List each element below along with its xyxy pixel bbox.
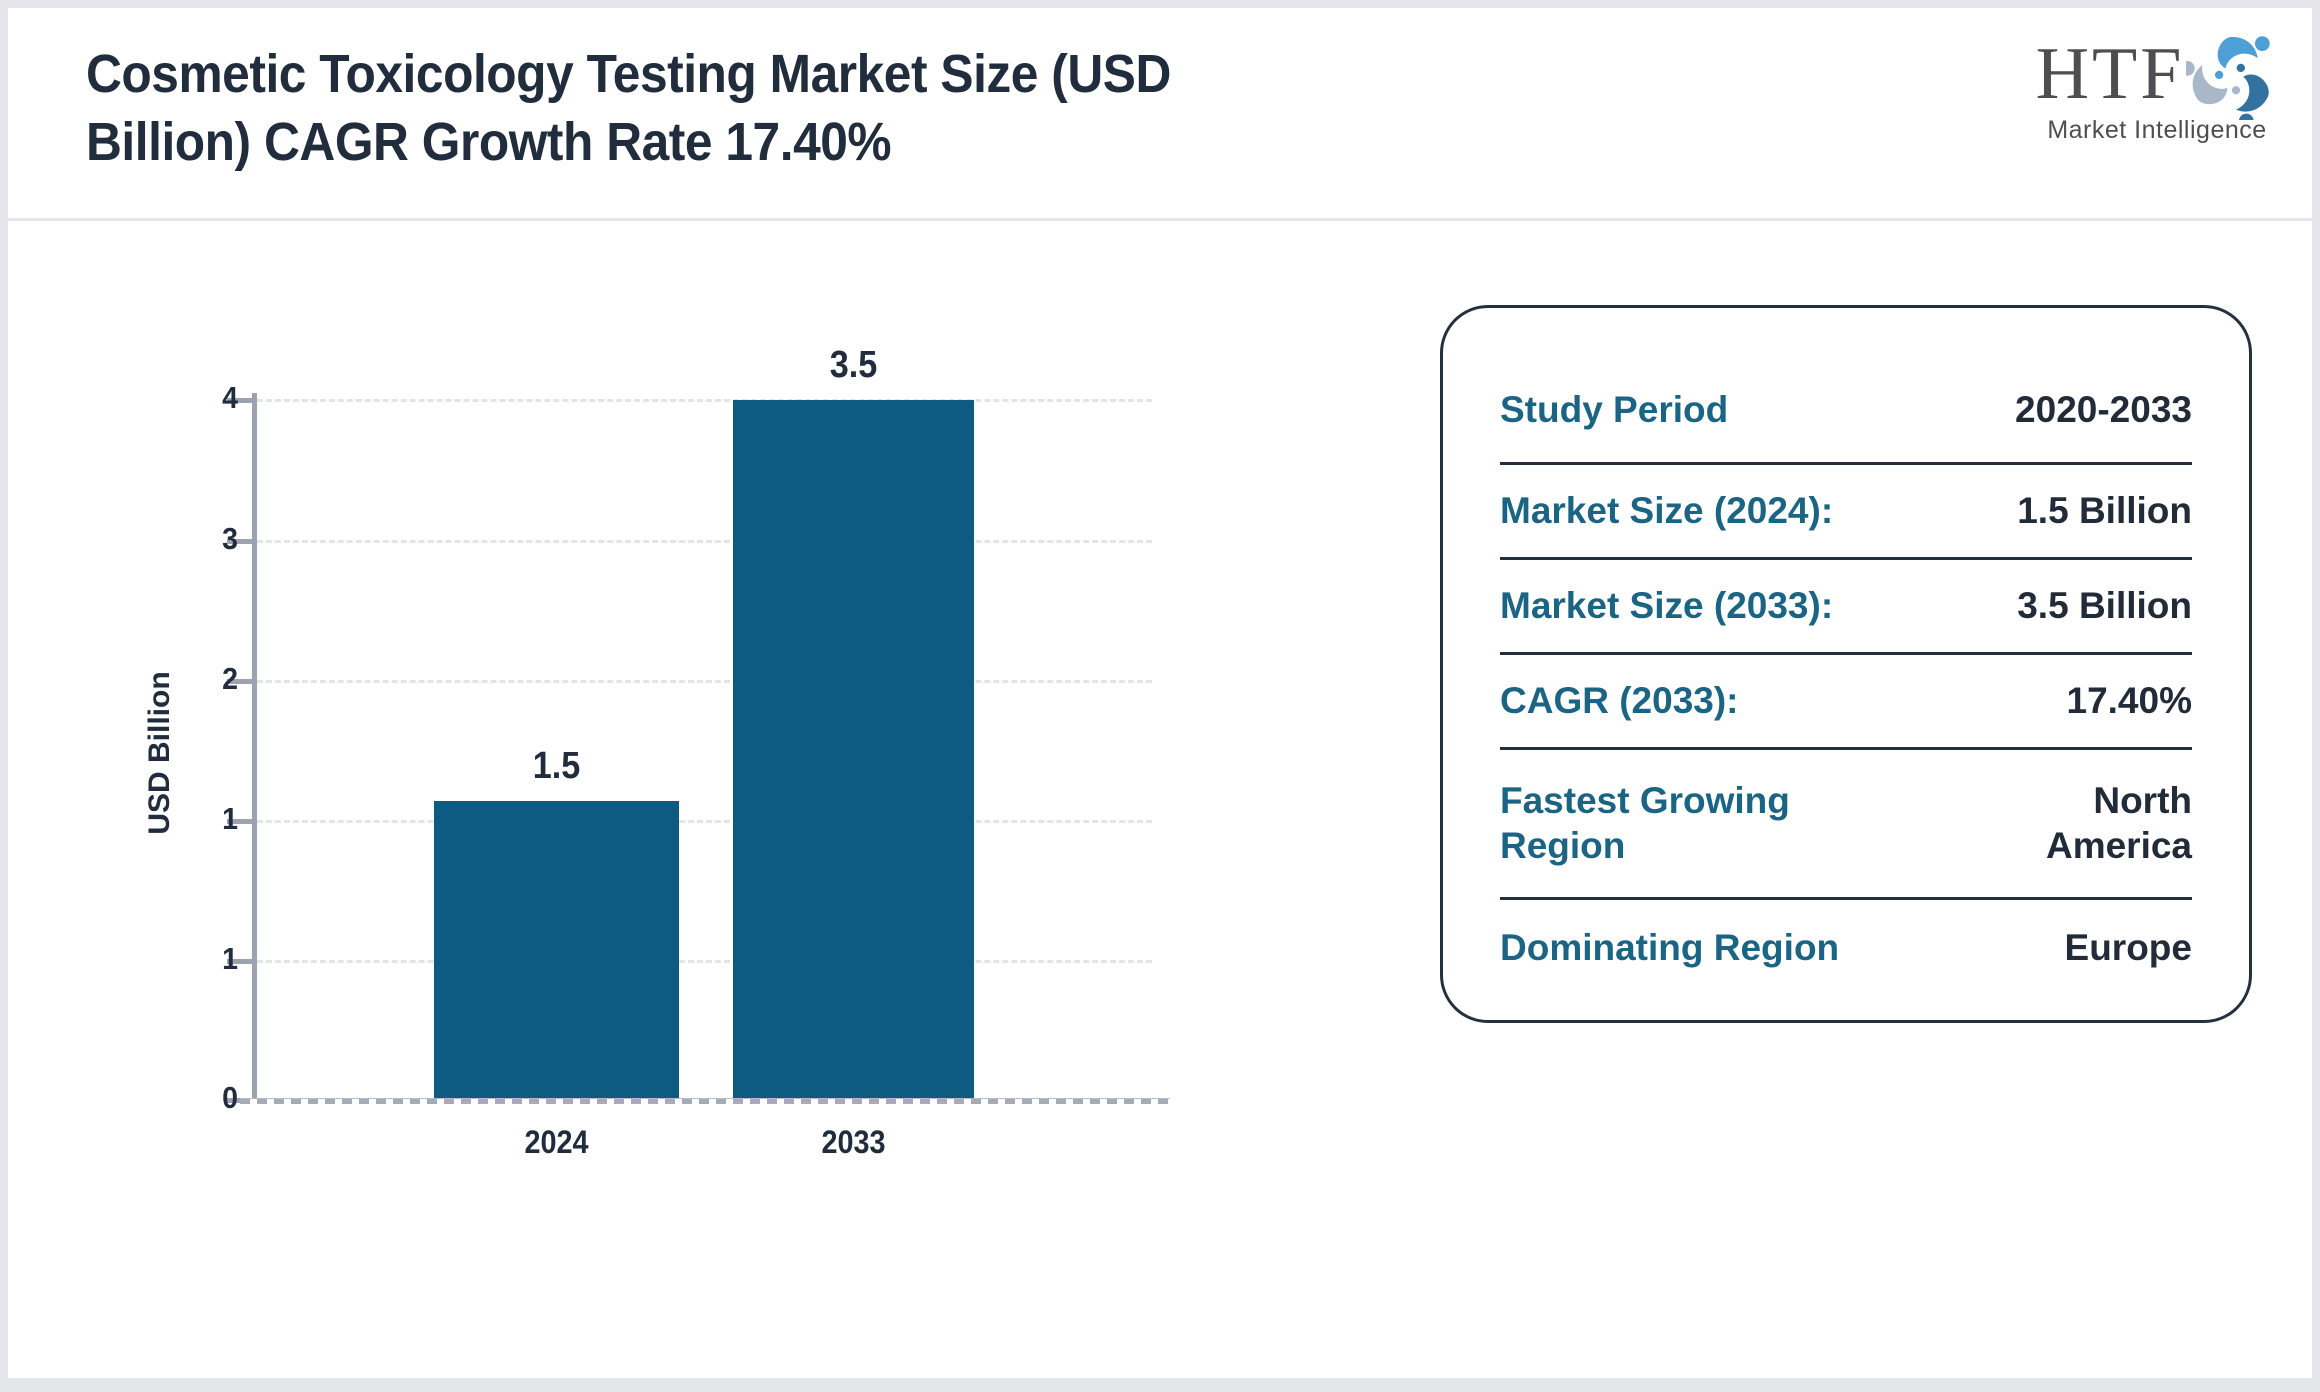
tick-mark-3	[227, 539, 254, 544]
info-value: 17.40%	[2066, 679, 2193, 721]
gridline-2	[257, 680, 1152, 683]
info-value: North America	[2045, 780, 2192, 866]
info-label: Study Period	[1500, 388, 1729, 430]
x-axis-line	[240, 1098, 1170, 1104]
header-divider	[0, 218, 2320, 221]
info-row-market-size-2033: Market Size (2033): 3.5 Billion	[1500, 560, 2192, 652]
info-row-cagr: CAGR (2033): 17.40%	[1500, 655, 2192, 747]
bar-value-label: 1.5	[532, 745, 581, 787]
logo-subtext: Market Intelligence	[2047, 116, 2267, 144]
info-label: Dominating Region	[1500, 926, 1840, 968]
three-figures-swirl-icon	[2186, 36, 2271, 120]
info-row-study-period: Study Period 2020-2033	[1500, 358, 2192, 462]
logo-text: HTF	[2035, 33, 2185, 115]
info-row-market-size-2024: Market Size (2024): 1.5 Billion	[1500, 465, 2192, 557]
bar-value-label: 3.5	[829, 344, 878, 386]
bar-2024	[434, 801, 679, 1098]
info-value: 1.5 Billion	[2017, 489, 2192, 531]
gridline-3	[257, 540, 1152, 543]
info-value: Europe	[2064, 926, 2192, 968]
x-tick-label: 2033	[821, 1124, 886, 1160]
info-divider	[1500, 652, 2192, 655]
tick-mark-2	[227, 679, 254, 684]
info-label: Market Size (2033):	[1500, 584, 1834, 626]
gridline-1b	[257, 820, 1152, 823]
bar-2033	[733, 400, 974, 1098]
y-tick-label: 4	[222, 380, 238, 415]
info-label: Market Size (2024):	[1500, 489, 1834, 531]
info-divider	[1500, 897, 2192, 900]
info-label: Fastest Growing Region	[1500, 780, 1790, 866]
info-row-fastest-growing-region: Fastest Growing Region North America	[1500, 750, 2192, 897]
info-value: 3.5 Billion	[2017, 584, 2192, 626]
y-tick-label: 1	[222, 801, 238, 836]
htf-logo: HTF	[2036, 28, 2272, 145]
y-tick-label: 3	[222, 521, 238, 556]
tick-mark-4	[227, 398, 254, 403]
gridline-1a	[257, 960, 1152, 963]
info-divider	[1500, 557, 2192, 560]
y-axis-line	[252, 393, 257, 1100]
y-tick-label: 2	[222, 661, 238, 696]
y-tick-label: 1	[222, 941, 238, 976]
y-tick-label: 0	[222, 1080, 238, 1115]
info-divider	[1500, 747, 2192, 750]
info-panel: Study Period 2020-2033 Market Size (2024…	[1440, 305, 2252, 1023]
gridline-4	[257, 399, 1152, 402]
info-divider	[1500, 462, 2192, 465]
tick-mark-1b	[227, 819, 254, 824]
tick-mark-1a	[227, 959, 254, 964]
logo-row: HTF	[2036, 28, 2279, 120]
info-value: 2020-2033	[2015, 388, 2192, 430]
x-tick-label: 2024	[524, 1124, 589, 1160]
info-row-dominating-region: Dominating Region Europe	[1500, 900, 2192, 996]
info-label: CAGR (2033):	[1500, 679, 1739, 721]
page-title: Cosmetic Toxicology Testing Market Size …	[86, 44, 1171, 172]
